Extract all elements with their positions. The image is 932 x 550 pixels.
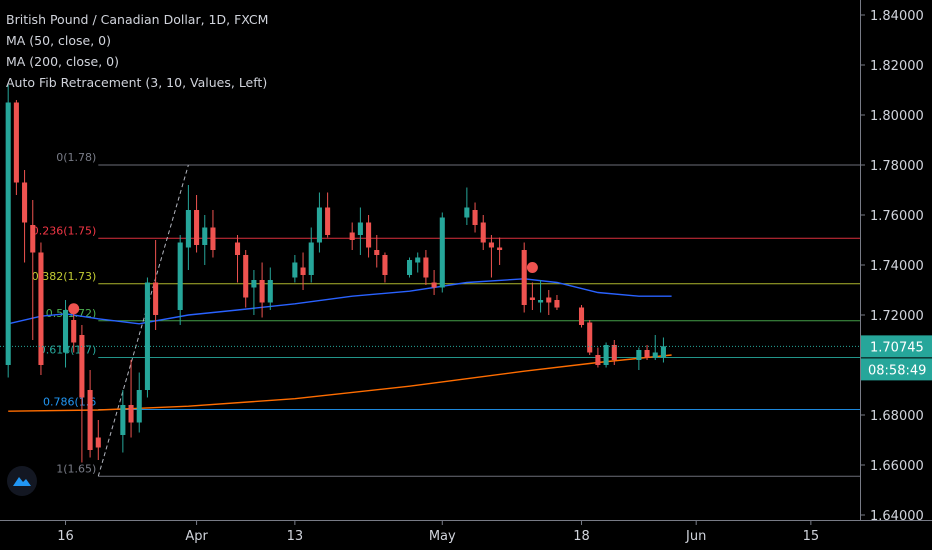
x-tick-label: 16 [57, 529, 74, 544]
candle-body [636, 350, 642, 360]
candle-body [13, 102, 19, 183]
candle-body [251, 280, 257, 288]
fib-level-label: 1(1.65) [56, 462, 96, 475]
candle-body [194, 210, 200, 245]
x-tick-label: May [429, 529, 456, 544]
ma200-legend[interactable]: MA (200, close, 0) [6, 54, 119, 69]
candle-body [300, 267, 306, 275]
tradingview-logo-icon[interactable] [7, 466, 37, 496]
x-tick-label: Apr [185, 529, 208, 544]
candle-body [423, 257, 429, 278]
candle-body [521, 250, 527, 305]
candle-body [71, 320, 77, 343]
candle-body [95, 437, 101, 448]
candle-body [22, 182, 28, 223]
candle-body [497, 247, 503, 250]
candle-body [153, 282, 159, 315]
candle-body [439, 217, 445, 288]
y-tick-label: 1.72000 [870, 309, 924, 324]
candle-body [128, 405, 134, 423]
candle-body [30, 225, 36, 253]
candle-body [529, 297, 535, 300]
candle-body [177, 242, 183, 310]
y-tick-label: 1.68000 [870, 409, 924, 424]
x-tick-label: 18 [573, 529, 590, 544]
candle-body [136, 390, 142, 423]
candle-body [308, 242, 314, 275]
candle-body [406, 260, 413, 275]
candle-body [366, 222, 372, 248]
fib-level-label: 0.786(1.6 [43, 396, 96, 409]
candle-body [87, 390, 93, 450]
candle-body [349, 232, 355, 240]
candle-body [267, 280, 273, 303]
y-tick-label: 1.64000 [870, 509, 924, 524]
fib-level-label: 0.236(1.75) [32, 224, 97, 237]
candle-body [234, 242, 241, 255]
x-tick-label: Jun [685, 529, 706, 544]
candle-body [120, 405, 126, 435]
ma200-line [8, 354, 672, 412]
chart-legend: British Pound / Canadian Dollar, 1D, FXC… [6, 9, 268, 93]
candle-body [382, 255, 388, 275]
candle-body [259, 280, 265, 303]
countdown-label: 08:58:49 [868, 363, 926, 378]
y-tick-label: 1.80000 [870, 109, 924, 124]
candle-body [185, 210, 191, 248]
candle-body [202, 227, 208, 245]
y-tick-label: 1.74000 [870, 259, 924, 274]
x-tick-label: 13 [287, 529, 304, 544]
y-tick-label: 1.66000 [870, 459, 924, 474]
candle-body [480, 222, 486, 243]
y-tick-label: 1.82000 [870, 59, 924, 74]
candle-body [415, 257, 421, 263]
candle-body [79, 335, 85, 398]
trend-line [97, 164, 189, 477]
candle-body [316, 207, 322, 243]
candle-body [603, 345, 609, 365]
candle-body [554, 300, 560, 308]
candle-body [611, 345, 617, 360]
countdown-label-bg [861, 358, 932, 381]
y-tick-label: 1.84000 [870, 9, 924, 24]
candle-body [538, 300, 544, 303]
candle-body [644, 350, 650, 358]
candle-body [578, 307, 585, 325]
candle-body [464, 207, 470, 218]
candle-body [546, 297, 552, 303]
fib-level-label: 0(1.78) [56, 151, 96, 164]
candle-body [62, 310, 69, 353]
candle-body [587, 322, 593, 353]
candle-body [5, 102, 11, 365]
ma50-legend[interactable]: MA (50, close, 0) [6, 33, 112, 48]
candle-body [357, 222, 363, 235]
candle-body [595, 355, 601, 365]
signal-marker [68, 303, 80, 315]
y-tick-label: 1.78000 [870, 159, 924, 174]
candle-body [38, 252, 44, 365]
candle-body [660, 346, 666, 358]
candle-body [243, 255, 249, 298]
y-tick-label: 1.76000 [870, 209, 924, 224]
candle-body [292, 262, 298, 278]
symbol-title[interactable]: British Pound / Canadian Dollar, 1D, FXC… [6, 12, 269, 27]
candle-body [210, 227, 216, 250]
last-price-label: 1.70745 [870, 340, 924, 355]
fib-legend[interactable]: Auto Fib Retracement (3, 10, Values, Lef… [6, 75, 268, 90]
candle-body [472, 210, 478, 225]
candle-body [488, 242, 494, 248]
x-tick-label: 15 [803, 529, 820, 544]
candle-body [374, 250, 380, 255]
candle-body [144, 282, 150, 390]
candle-body [431, 282, 437, 288]
last-price-label-bg [861, 335, 932, 358]
candle-body [652, 352, 658, 358]
ma50-line [8, 278, 672, 325]
fib-level-label: 0.382(1.73) [32, 270, 97, 283]
signal-marker [526, 262, 538, 273]
candle-body [325, 207, 331, 235]
